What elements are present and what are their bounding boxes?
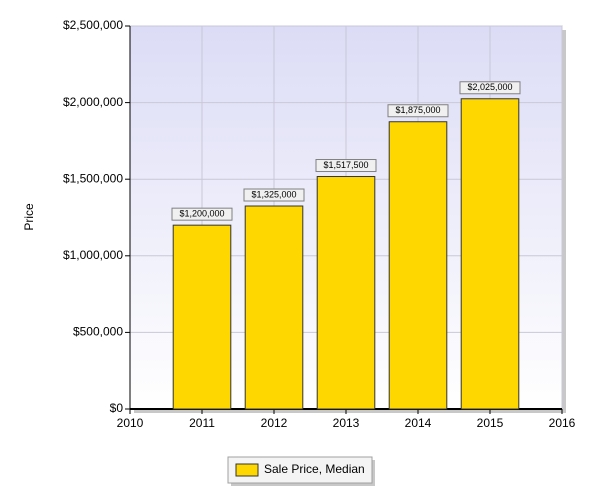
value-label: $1,517,500: [323, 160, 368, 170]
value-label-box: [459, 81, 521, 95]
value-label-box: [315, 159, 377, 173]
bar: [388, 121, 448, 410]
bar: [244, 205, 304, 410]
y-tick-label: $2,500,000: [63, 18, 123, 32]
value-label-box: [387, 104, 449, 118]
x-tick-label: 2013: [333, 416, 360, 430]
x-tick-label: 2016: [549, 416, 576, 430]
bar: [316, 176, 376, 410]
legend: [227, 456, 375, 486]
value-label: $1,875,000: [395, 105, 440, 115]
legend-swatch: [235, 463, 259, 477]
bar: [172, 224, 232, 410]
value-label-box: [243, 188, 305, 202]
legend-box: [227, 456, 373, 484]
x-tick-label: 2010: [117, 416, 144, 430]
y-tick-label: $1,000,000: [63, 248, 123, 262]
value-label: $2,025,000: [467, 82, 512, 92]
y-tick-label: $1,500,000: [63, 171, 123, 185]
value-label: $1,200,000: [179, 209, 224, 219]
y-tick-label: $2,000,000: [63, 95, 123, 109]
bar: [460, 98, 520, 410]
x-tick-label: 2015: [477, 416, 504, 430]
x-tick-label: 2012: [261, 416, 288, 430]
y-tick-label: $500,000: [73, 325, 123, 339]
value-label-box: [171, 207, 233, 221]
x-tick-label: 2014: [405, 416, 432, 430]
y-tick-label: $0: [110, 401, 124, 415]
y-axis-label: Price: [22, 203, 36, 231]
x-tick-label: 2011: [189, 416, 215, 430]
legend-label: Sale Price, Median: [264, 462, 365, 476]
value-label: $1,325,000: [251, 189, 296, 199]
